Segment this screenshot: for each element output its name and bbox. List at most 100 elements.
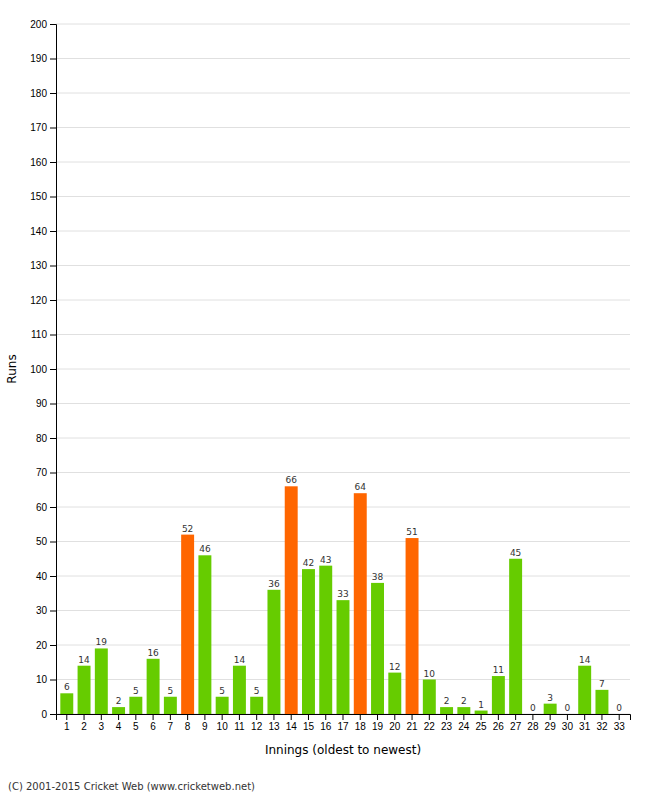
tick: 60 bbox=[36, 502, 56, 513]
tick: 10 bbox=[36, 674, 56, 685]
tick-mark bbox=[601, 714, 602, 720]
tick-mark bbox=[50, 473, 56, 474]
tick-mark bbox=[50, 542, 56, 543]
tick: 100 bbox=[30, 364, 56, 375]
tick-label: 120 bbox=[30, 295, 47, 306]
bar bbox=[492, 676, 505, 714]
tick-mark bbox=[550, 714, 551, 720]
data-label: 5 bbox=[219, 686, 225, 696]
tick-label: 33 bbox=[614, 721, 626, 732]
tick-label: 29 bbox=[545, 721, 557, 732]
bar bbox=[60, 693, 73, 714]
tick: 2 bbox=[81, 714, 87, 732]
bar bbox=[371, 583, 384, 714]
bar bbox=[78, 666, 91, 714]
data-label: 12 bbox=[389, 662, 400, 672]
tick-label: 30 bbox=[562, 721, 574, 732]
data-label: 0 bbox=[616, 703, 622, 713]
tick-mark bbox=[84, 714, 85, 720]
data-label: 0 bbox=[565, 703, 571, 713]
tick: 40 bbox=[36, 571, 56, 582]
tick-label: 10 bbox=[36, 674, 48, 685]
data-label: 6 bbox=[64, 682, 70, 692]
tick-mark bbox=[239, 714, 240, 720]
tick-label: 26 bbox=[493, 721, 505, 732]
tick-label: 9 bbox=[202, 721, 208, 732]
tick-label: 31 bbox=[579, 721, 591, 732]
data-label: 10 bbox=[424, 669, 436, 679]
tick: 0 bbox=[41, 709, 56, 720]
tick-mark bbox=[619, 714, 620, 720]
tick-label: 28 bbox=[527, 721, 539, 732]
data-label: 45 bbox=[510, 548, 521, 558]
data-label: 46 bbox=[199, 544, 211, 554]
tick-label: 32 bbox=[596, 721, 608, 732]
tick-label: 17 bbox=[337, 721, 349, 732]
tick-label: 40 bbox=[36, 571, 48, 582]
data-label: 52 bbox=[182, 524, 193, 534]
bars bbox=[60, 486, 608, 714]
grid-line bbox=[56, 472, 630, 473]
axis-line bbox=[50, 25, 57, 715]
tick: 20 bbox=[36, 640, 56, 651]
annotation: (C) 2001-2015 Cricket Web (www.cricketwe… bbox=[8, 781, 255, 792]
tick: 170 bbox=[30, 122, 56, 133]
tick: 1 bbox=[64, 714, 70, 732]
tick: 180 bbox=[30, 88, 56, 99]
tick: 120 bbox=[30, 295, 56, 306]
tick: 13 bbox=[268, 714, 280, 732]
bar bbox=[181, 535, 194, 714]
tick: 25 bbox=[476, 714, 488, 732]
data-label: 5 bbox=[133, 686, 139, 696]
tick-mark bbox=[50, 369, 56, 370]
tick-mark bbox=[532, 714, 533, 720]
tick-label: 160 bbox=[30, 157, 47, 168]
data-label: 38 bbox=[372, 572, 384, 582]
tick-label: 150 bbox=[30, 191, 47, 202]
data-label: 51 bbox=[406, 527, 417, 537]
tick-label: 6 bbox=[150, 721, 156, 732]
tick-label: 100 bbox=[30, 364, 47, 375]
tick-label: 70 bbox=[36, 467, 48, 478]
bar bbox=[198, 555, 211, 714]
tick: 140 bbox=[30, 226, 56, 237]
tick-mark bbox=[50, 404, 56, 405]
bar bbox=[164, 697, 177, 714]
bar bbox=[595, 690, 608, 714]
tick-mark bbox=[50, 59, 56, 60]
tick: 200 bbox=[30, 19, 56, 30]
grid-line bbox=[56, 403, 630, 404]
tick-mark bbox=[101, 714, 102, 720]
tick-label: 12 bbox=[251, 721, 263, 732]
grid-line bbox=[56, 58, 630, 59]
bar bbox=[406, 538, 419, 714]
tick-label: 23 bbox=[441, 721, 453, 732]
tick: 9 bbox=[202, 714, 208, 732]
data-label: 0 bbox=[530, 703, 536, 713]
axis-line bbox=[57, 715, 631, 721]
tick: 160 bbox=[30, 157, 56, 168]
tick-mark bbox=[50, 24, 56, 25]
tick-mark bbox=[153, 714, 154, 720]
tick-mark bbox=[50, 335, 56, 336]
tick-mark bbox=[273, 714, 274, 720]
tick-label: 30 bbox=[36, 605, 48, 616]
tick-label: 5 bbox=[133, 721, 139, 732]
bar bbox=[509, 559, 522, 714]
bar bbox=[285, 486, 298, 714]
tick-label: 180 bbox=[30, 88, 47, 99]
tick-label: 50 bbox=[36, 536, 48, 547]
tick-mark bbox=[515, 714, 516, 720]
tick: 31 bbox=[579, 714, 591, 732]
tick-mark bbox=[50, 611, 56, 612]
bar bbox=[561, 714, 574, 715]
x-axis-title: Innings (oldest to newest) bbox=[265, 743, 421, 757]
tick-label: 11 bbox=[234, 721, 245, 732]
bar bbox=[526, 714, 539, 715]
grid-line bbox=[56, 507, 630, 508]
tick: 21 bbox=[406, 714, 418, 732]
tick-mark bbox=[50, 680, 56, 681]
grid bbox=[56, 24, 630, 714]
tick: 22 bbox=[424, 714, 436, 732]
tick-label: 13 bbox=[268, 721, 280, 732]
